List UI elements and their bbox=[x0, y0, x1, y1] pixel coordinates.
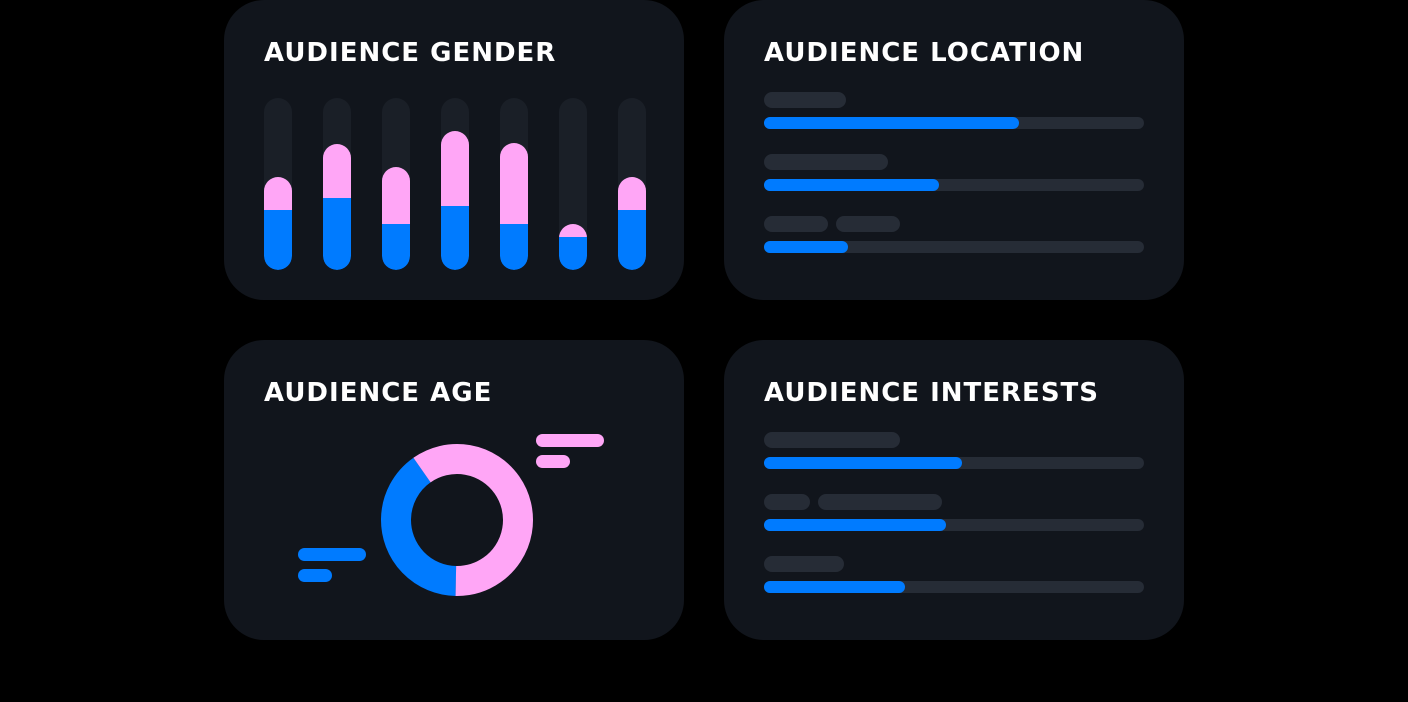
audience-location-title: AUDIENCE LOCATION bbox=[764, 38, 1085, 68]
audience-gender-card: AUDIENCE GENDER bbox=[224, 0, 684, 300]
gender-segment-blue bbox=[264, 209, 292, 270]
interest-label-placeholder bbox=[818, 494, 942, 510]
gender-segment-pink bbox=[559, 223, 587, 238]
interest-progress-track bbox=[764, 519, 1144, 531]
location-label-placeholder bbox=[764, 92, 846, 108]
age-legend-pink-placeholder bbox=[536, 455, 570, 468]
gender-segment-pink bbox=[618, 177, 646, 210]
location-label-placeholder bbox=[764, 216, 828, 232]
gender-column-stack bbox=[618, 177, 646, 270]
gender-column-stack bbox=[382, 166, 410, 270]
location-progress-track bbox=[764, 117, 1144, 129]
gender-segment-pink bbox=[500, 142, 528, 224]
location-progress-fill bbox=[764, 117, 1019, 129]
gender-segment-blue bbox=[323, 197, 351, 270]
gender-segment-pink bbox=[323, 144, 351, 198]
gender-column bbox=[500, 98, 528, 270]
gender-segment-pink bbox=[441, 130, 469, 207]
gender-segment-blue bbox=[618, 209, 646, 270]
audience-age-title: AUDIENCE AGE bbox=[264, 378, 493, 408]
audience-interests-card: AUDIENCE INTERESTS bbox=[724, 340, 1184, 640]
age-legend-pink-placeholder bbox=[536, 434, 604, 447]
interest-label-placeholder bbox=[764, 556, 844, 572]
gender-column-stack bbox=[264, 177, 292, 270]
gender-segment-blue bbox=[382, 223, 410, 270]
location-progress-fill bbox=[764, 241, 848, 253]
interest-progress-track bbox=[764, 457, 1144, 469]
age-legend-blue-placeholder bbox=[298, 569, 332, 582]
gender-column-stack bbox=[323, 144, 351, 270]
gender-column bbox=[618, 98, 646, 270]
age-legend-blue-placeholder bbox=[298, 548, 366, 561]
age-donut-chart bbox=[381, 444, 533, 596]
interest-progress-fill bbox=[764, 581, 905, 593]
interest-progress-track bbox=[764, 581, 1144, 593]
location-label-placeholder bbox=[836, 216, 900, 232]
gender-column bbox=[441, 98, 469, 270]
gender-column-stack bbox=[559, 223, 587, 270]
gender-column bbox=[559, 98, 587, 270]
gender-column bbox=[382, 98, 410, 270]
audience-interests-title: AUDIENCE INTERESTS bbox=[764, 378, 1100, 408]
gender-column-stack bbox=[500, 142, 528, 270]
location-progress-fill bbox=[764, 179, 939, 191]
gender-segment-pink bbox=[382, 166, 410, 224]
audience-location-card: AUDIENCE LOCATION bbox=[724, 0, 1184, 300]
gender-column bbox=[323, 98, 351, 270]
gender-column bbox=[264, 98, 292, 270]
gender-segment-blue bbox=[441, 206, 469, 270]
location-progress-track bbox=[764, 241, 1144, 253]
interest-label-placeholder bbox=[764, 432, 900, 448]
interest-label-placeholder bbox=[764, 494, 810, 510]
location-progress-track bbox=[764, 179, 1144, 191]
interest-progress-fill bbox=[764, 457, 962, 469]
gender-segment-blue bbox=[559, 237, 587, 270]
interest-progress-fill bbox=[764, 519, 947, 531]
gender-segment-blue bbox=[500, 223, 528, 270]
audience-age-card: AUDIENCE AGE bbox=[224, 340, 684, 640]
location-label-placeholder bbox=[764, 154, 888, 170]
audience-gender-title: AUDIENCE GENDER bbox=[264, 38, 557, 68]
gender-column-stack bbox=[441, 130, 469, 270]
gender-segment-pink bbox=[264, 177, 292, 210]
